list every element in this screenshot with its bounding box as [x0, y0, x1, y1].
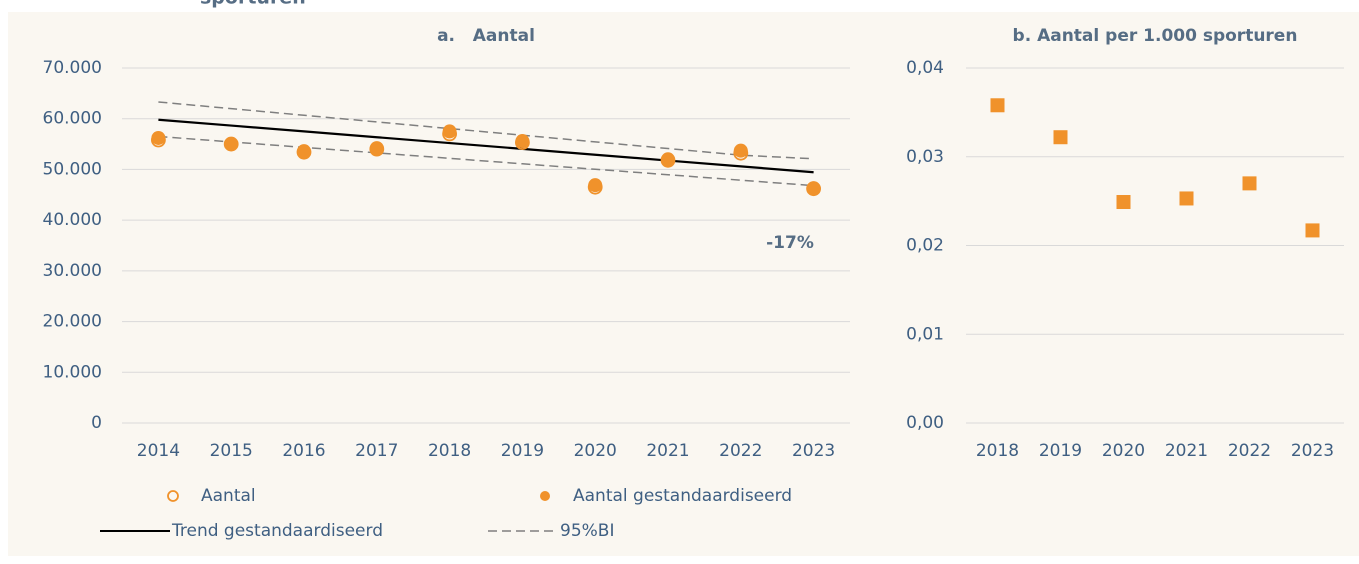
y-tick-label: 60.000 [43, 109, 102, 129]
x-tick-label: 2018 [976, 441, 1019, 461]
x-tick-label: 2017 [355, 441, 398, 461]
marker [369, 141, 384, 156]
legend-label: Trend gestandaardiseerd [171, 521, 383, 541]
x-tick-label: 2019 [1039, 441, 1082, 461]
y-tick-label: 20.000 [43, 312, 102, 332]
marker [806, 181, 821, 196]
marker [661, 152, 675, 167]
chart-title: b. Aantal per 1.000 sporturen [1013, 26, 1298, 46]
marker [990, 98, 1005, 113]
y-tick-label: 0,02 [906, 236, 944, 256]
x-tick-label: 2018 [428, 441, 471, 461]
marker [1242, 176, 1257, 191]
x-tick-label: 2020 [1102, 441, 1145, 461]
x-tick-label: 2023 [792, 441, 835, 461]
y-tick-label: 0,00 [906, 413, 944, 433]
y-tick-label: 0,04 [906, 58, 944, 78]
background [8, 12, 1359, 556]
y-tick-label: 0 [91, 413, 102, 433]
ci-upper [158, 101, 814, 160]
x-tick-label: 2015 [210, 441, 253, 461]
x-tick-label: 2014 [137, 441, 180, 461]
legend-label: 95%BI [560, 521, 614, 541]
ci-lower [158, 135, 814, 187]
marker [1179, 191, 1194, 206]
annotation: -17% [766, 233, 814, 253]
y-tick-label: 10.000 [43, 362, 102, 382]
legend-label: Aantal gestandaardiseerd [573, 486, 792, 506]
x-tick-label: 2021 [1165, 441, 1208, 461]
marker [733, 143, 748, 158]
marker [1116, 195, 1131, 210]
marker [442, 124, 457, 139]
x-tick-label: 2022 [1228, 441, 1271, 461]
x-tick-label: 2022 [719, 441, 762, 461]
marker [151, 130, 166, 145]
marker [297, 144, 311, 159]
legend-marker [540, 491, 550, 501]
y-tick-label: 0,03 [906, 147, 944, 167]
marker [588, 178, 603, 193]
chart-title: a. Aantal [437, 26, 535, 46]
x-tick-label: 2020 [574, 441, 617, 461]
x-tick-label: 2021 [646, 441, 689, 461]
x-tick-label: 2016 [282, 441, 325, 461]
y-tick-label: 0,01 [906, 324, 944, 344]
marker [1305, 223, 1320, 238]
x-tick-label: 2023 [1291, 441, 1334, 461]
x-tick-label: 2019 [501, 441, 544, 461]
y-tick-label: 30.000 [43, 261, 102, 281]
marker [224, 137, 239, 152]
y-tick-label: 40.000 [43, 210, 102, 230]
header-text: sporturen [200, 0, 306, 9]
marker [515, 134, 530, 149]
legend-label: Aantal [201, 486, 256, 506]
y-tick-label: 70.000 [43, 58, 102, 78]
y-tick-label: 50.000 [43, 159, 102, 179]
trend-line [158, 118, 814, 174]
marker [1053, 130, 1068, 145]
legend-marker [167, 490, 179, 502]
